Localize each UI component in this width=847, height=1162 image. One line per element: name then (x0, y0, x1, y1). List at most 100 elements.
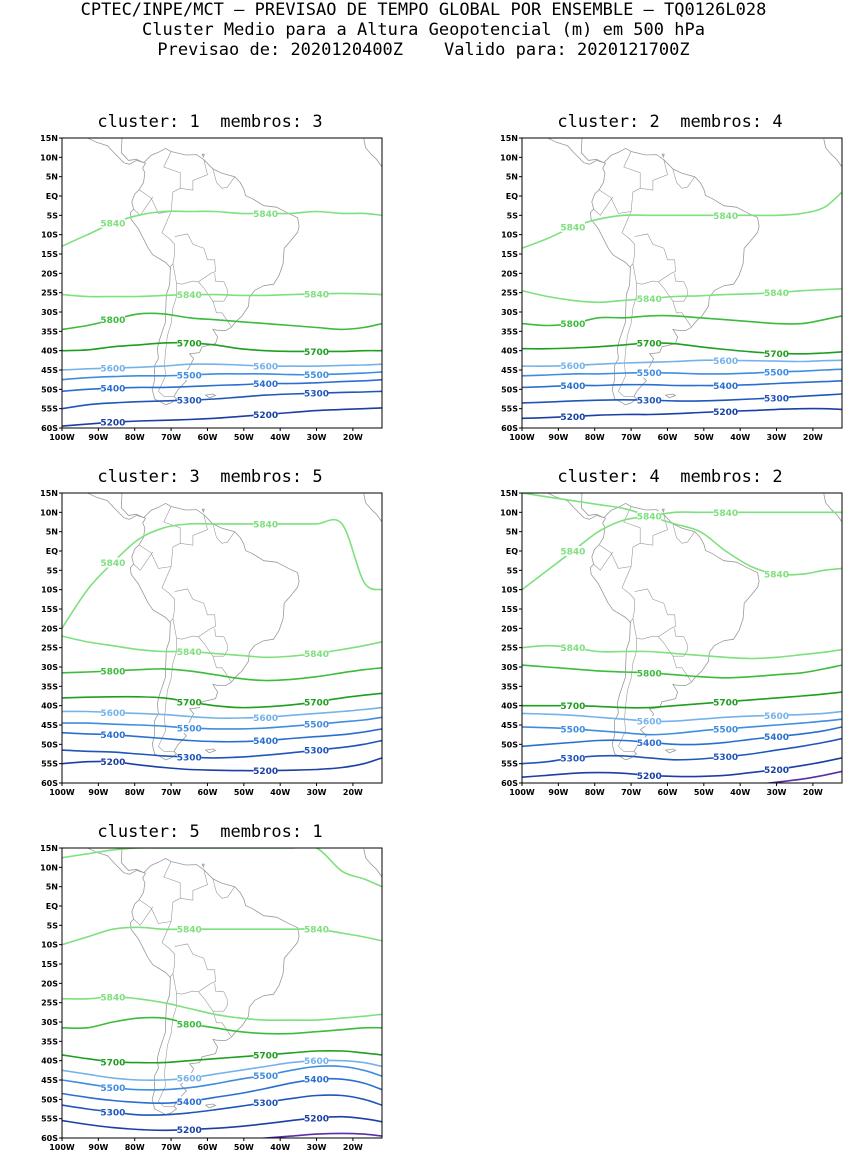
contour-label-bg (100, 314, 125, 325)
lat-tick-label: 5S (47, 211, 59, 220)
contour-label-bg (177, 289, 202, 300)
lat-tick-label: 30S (501, 308, 518, 317)
lon-tick-label: 70W (621, 788, 641, 797)
header-line-3: Previsao de: 2020120400Z Valido para: 20… (157, 40, 690, 60)
lat-tick-label: 25S (501, 289, 518, 298)
lat-tick-label: 55S (501, 405, 518, 414)
country-border (161, 566, 175, 623)
contour-label: 5500 (764, 368, 789, 378)
contour-label: 5400 (177, 1098, 202, 1108)
lat-tick-label: 40S (501, 702, 518, 711)
lat-tick-label: 40S (41, 347, 58, 356)
contour-label: 5600 (100, 365, 125, 375)
contour-label: 5800 (100, 667, 125, 677)
contour-label: 5300 (177, 397, 202, 407)
contour-label-bg (100, 1082, 125, 1093)
contour-line-5100 (762, 770, 842, 783)
contour-label: 5700 (177, 339, 202, 349)
contour-label-bg (764, 764, 789, 775)
contour-label: 5840 (713, 212, 738, 222)
lat-tick-label: 55S (41, 760, 58, 769)
contour-label-bg (304, 388, 329, 399)
contour-label: 5840 (177, 648, 202, 658)
contour-label-bg (560, 642, 585, 653)
contour-label: 5600 (177, 1075, 202, 1085)
contour-line-5200 (522, 757, 842, 778)
lat-tick-label: 60S (41, 1134, 58, 1143)
contour-label-bg (177, 395, 202, 406)
contour-label-bg (253, 378, 278, 389)
coastline (87, 138, 146, 165)
panel-title: cluster: 4 membros: 2 (557, 467, 783, 487)
country-border (212, 878, 235, 899)
lat-tick-label: 20S (41, 269, 58, 278)
map-layer: 5840 5840 5840 5840 5840 5800 5700 5700 5600 5600… (522, 493, 842, 783)
contour-label-bg (177, 1096, 202, 1107)
lat-tick-label: 20S (501, 624, 518, 633)
contour-line-5300 (62, 739, 382, 759)
contour-label-bg (637, 737, 662, 748)
contour-label: 5500 (637, 369, 662, 379)
lon-tick-label: 100W (509, 433, 535, 442)
country-border (172, 973, 212, 995)
contour-label: 5200 (713, 408, 738, 418)
contour-label-bg (253, 409, 278, 420)
contour-label-bg (304, 719, 329, 730)
contour-line-5700 (62, 692, 382, 709)
country-border (621, 211, 635, 268)
contour-label-bg (560, 380, 585, 391)
header-line-1: CPTEC/INPE/MCT – PREVISAO DE TEMPO GLOBA… (80, 0, 767, 20)
contour-label-bg (560, 411, 585, 422)
contour-label-bg (253, 735, 278, 746)
lat-tick-label: 10S (41, 586, 58, 595)
lon-tick-label: 90W (548, 788, 568, 797)
lon-tick-label: 20W (343, 433, 363, 442)
lon-tick-label: 60W (197, 1143, 217, 1152)
contour-label: 5840 (304, 650, 329, 660)
contour-label: 5840 (253, 210, 278, 220)
coastline (120, 848, 300, 1116)
lat-tick-label: 10S (41, 231, 58, 240)
country-border (198, 983, 228, 1012)
contour-label: 5800 (177, 1020, 202, 1030)
coastline (363, 138, 382, 168)
contour-label-bg (177, 1124, 202, 1135)
contour-map: 5840 5840 5840 5800 5700 5700 5600 5600 5500 5500… (40, 844, 383, 1152)
contour-label: 5300 (764, 394, 789, 404)
lat-tick-label: 30S (41, 663, 58, 672)
contour-label-bg (253, 1049, 278, 1060)
contour-label-bg (253, 765, 278, 776)
contour-label: 5840 (253, 520, 278, 530)
contour-label-bg (100, 363, 125, 374)
map-panel-cluster-1: cluster: 1 membros: 3 5840 5840 5840 5840 58… (30, 112, 390, 452)
lat-tick-label: 30S (41, 308, 58, 317)
contour-label-bg (764, 287, 789, 298)
contour-label: 5400 (637, 739, 662, 749)
lon-tick-label: 80W (125, 1143, 145, 1152)
contour-label: 5200 (304, 1114, 329, 1124)
panel-title: cluster: 5 membros: 1 (97, 822, 323, 842)
lat-tick-label: 15N (500, 489, 518, 498)
map-frame (521, 137, 843, 429)
contour-label-bg (637, 716, 662, 727)
lat-tick-label: 50S (501, 740, 518, 749)
contour-line-5840 (62, 292, 382, 298)
lon-tick-label: 30W (307, 433, 327, 442)
country-border (180, 514, 208, 546)
lat-tick-label: 5N (46, 173, 58, 182)
lat-tick-label: 10N (40, 863, 58, 872)
country-border (174, 588, 216, 629)
contour-label: 5400 (713, 382, 738, 392)
lat-tick-label: 55S (501, 760, 518, 769)
lat-tick-label: 5S (507, 211, 519, 220)
contour-label-bg (764, 366, 789, 377)
lon-tick-label: 20W (803, 433, 823, 442)
country-border (212, 656, 232, 682)
lat-tick-label: 35S (41, 327, 58, 336)
contour-label-bg (100, 1056, 125, 1067)
lat-tick-label: 35S (41, 1037, 58, 1046)
panel-title: cluster: 3 membros: 5 (97, 467, 323, 487)
map-layer: 5840 5840 5840 5840 5800 5700 5700 5600 5600 5500… (62, 493, 382, 777)
country-border (598, 151, 641, 214)
lon-tick-label: 40W (730, 788, 750, 797)
